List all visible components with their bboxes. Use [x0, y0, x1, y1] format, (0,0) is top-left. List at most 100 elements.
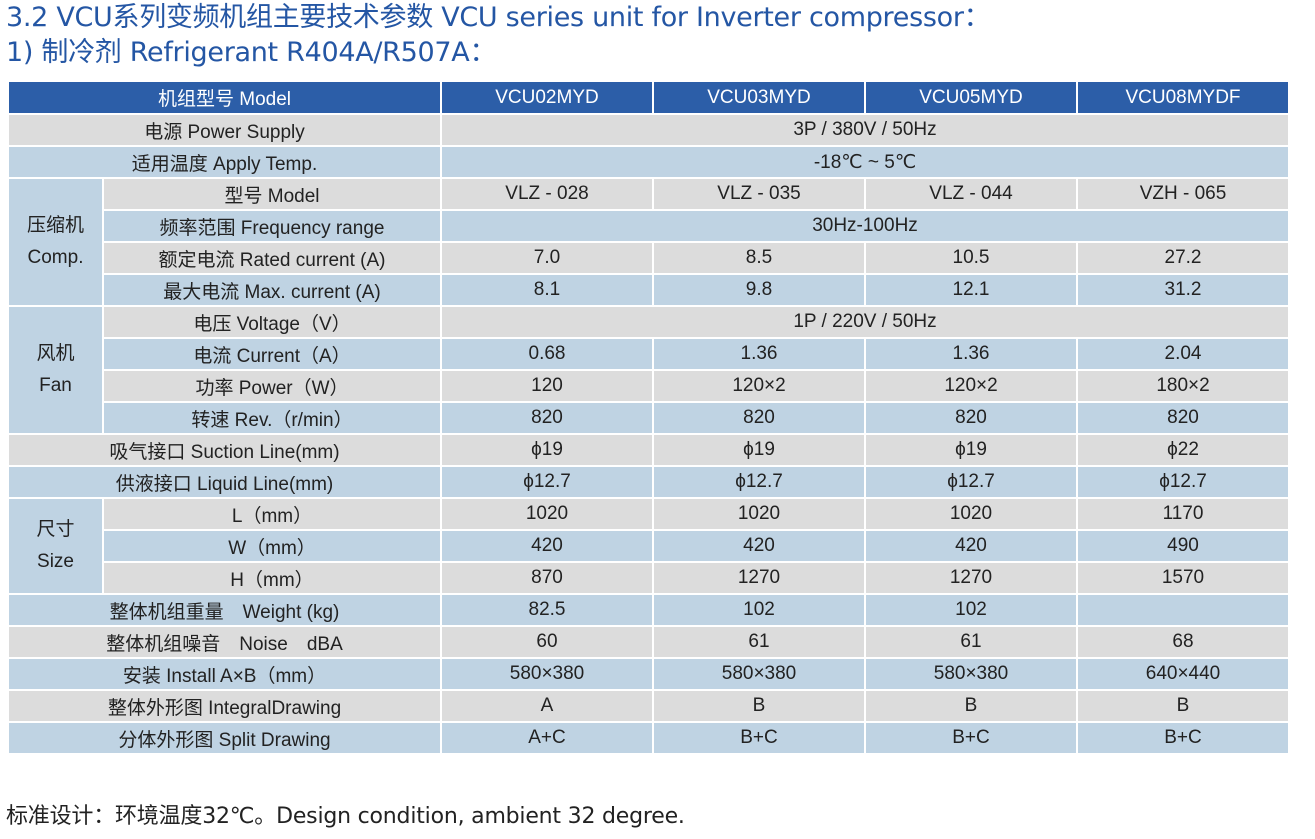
group-label-size: 尺寸 Size	[7, 497, 104, 595]
cell: B+C	[652, 721, 866, 755]
cell: 1570	[1076, 561, 1290, 595]
row-label: 型号 Model	[102, 177, 442, 211]
header-model-label: 机组型号 Model	[7, 80, 442, 115]
group-label-cn: 风机	[36, 343, 75, 364]
cell: 61	[652, 625, 866, 659]
table-row: 功率 Power（W） 120 120×2 120×2 180×2	[8, 369, 1290, 403]
cell: ϕ12.7	[652, 465, 866, 499]
cell: 82.5	[440, 593, 654, 627]
row-value: -18℃ ~ 5℃	[440, 145, 1290, 179]
group-label-compressor: 压缩机 Comp.	[7, 177, 104, 307]
cell: 420	[652, 529, 866, 563]
cell: 820	[1076, 401, 1290, 435]
cell: 580×380	[652, 657, 866, 691]
cell: ϕ12.7	[440, 465, 654, 499]
cell: 640×440	[1076, 657, 1290, 691]
cell: 1270	[652, 561, 866, 595]
cell: ϕ19	[440, 433, 654, 467]
cell: 8.1	[440, 273, 654, 307]
cell: B	[864, 689, 1078, 723]
cell: A	[440, 689, 654, 723]
table-row: 供液接口 Liquid Line(mm) ϕ12.7 ϕ12.7 ϕ12.7 ϕ…	[7, 465, 1290, 499]
table-header-row: 机组型号 Model VCU02MYD VCU03MYD VCU05MYD VC…	[7, 80, 1290, 115]
cell: 820	[864, 401, 1078, 435]
table-row: 压缩机 Comp. 型号 Model VLZ - 028 VLZ - 035 VL…	[7, 177, 1290, 307]
table-row: H（mm） 870 1270 1270 1570	[8, 561, 1290, 595]
table-row: 分体外形图 Split Drawing A+C B+C B+C B+C	[7, 721, 1290, 755]
cell: B	[1076, 689, 1290, 723]
row-label: 供液接口 Liquid Line(mm)	[7, 465, 442, 499]
cell: 580×380	[440, 657, 654, 691]
cell: 820	[652, 401, 866, 435]
row-label: 功率 Power（W）	[102, 369, 442, 403]
page-subtitle: 1) 制冷剂 Refrigerant R404A/R507A：	[6, 37, 497, 68]
header-model: VCU08MYDF	[1076, 80, 1290, 115]
row-label: 电源 Power Supply	[7, 113, 442, 147]
cell: 1.36	[652, 337, 866, 371]
table-row: 额定电流 Rated current (A) 7.0 8.5 10.5 27.2	[8, 241, 1290, 275]
header-model: VCU05MYD	[864, 80, 1078, 115]
row-label: 适用温度 Apply Temp.	[7, 145, 442, 179]
table-row: 尺寸 Size L（mm） 1020 1020 1020 1170	[7, 497, 1290, 595]
row-label: 整体机组重量 Weight (kg)	[7, 593, 442, 627]
cell: VLZ - 035	[652, 177, 866, 211]
cell: 580×380	[864, 657, 1078, 691]
row-label: W（mm）	[102, 529, 442, 563]
cell: 1020	[652, 497, 866, 531]
group-label-en: Size	[37, 551, 74, 572]
cell: VZH - 065	[1076, 177, 1290, 211]
table-row: 吸气接口 Suction Line(mm) ϕ19 ϕ19 ϕ19 ϕ22	[7, 433, 1290, 467]
row-label: 电压 Voltage（V）	[102, 305, 442, 339]
group-label-en: Comp.	[27, 247, 84, 268]
cell: 1020	[864, 497, 1078, 531]
cell: B	[652, 689, 866, 723]
cell: 1170	[1076, 497, 1290, 531]
table-row: 风机 Fan 电压 Voltage（V） 1P / 220V / 50Hz	[7, 305, 1290, 435]
group-label-fan: 风机 Fan	[7, 305, 104, 435]
cell: B+C	[864, 721, 1078, 755]
row-label: 最大电流 Max. current (A)	[102, 273, 442, 307]
design-note: 标准设计：环境温度32℃。Design condition, ambient 3…	[6, 804, 685, 829]
table-row: 安装 Install A×B（mm） 580×380 580×380 580×3…	[7, 657, 1290, 691]
cell: 8.5	[652, 241, 866, 275]
row-label: L（mm）	[102, 497, 442, 531]
cell: 420	[864, 529, 1078, 563]
cell: 120	[440, 369, 654, 403]
table-row: 整体机组重量 Weight (kg) 82.5 102 102	[7, 593, 1290, 627]
header-model: VCU02MYD	[440, 80, 654, 115]
page-title: 3.2 VCU系列变频机组主要技术参数 VCU series unit for …	[6, 2, 991, 33]
table-row: 电流 Current（A） 0.68 1.36 1.36 2.04	[8, 337, 1290, 371]
cell: VLZ - 044	[864, 177, 1078, 211]
table-row: 频率范围 Frequency range 30Hz-100Hz	[8, 209, 1290, 243]
cell: 102	[864, 593, 1078, 627]
cell: 820	[440, 401, 654, 435]
row-label: 转速 Rev.（r/min）	[102, 401, 442, 435]
row-label: 吸气接口 Suction Line(mm)	[7, 433, 442, 467]
table-row: 适用温度 Apply Temp. -18℃ ~ 5℃	[7, 145, 1290, 179]
table-row: 整体外形图 IntegralDrawing A B B B	[7, 689, 1290, 723]
cell: ϕ12.7	[1076, 465, 1290, 499]
cell: 120×2	[864, 369, 1078, 403]
cell: A+C	[440, 721, 654, 755]
row-label: H（mm）	[102, 561, 442, 595]
group-label-cn: 尺寸	[36, 519, 75, 540]
cell: ϕ19	[652, 433, 866, 467]
group-label-en: Fan	[39, 375, 72, 396]
row-label: 分体外形图 Split Drawing	[7, 721, 442, 755]
cell: 61	[864, 625, 1078, 659]
row-value: 3P / 380V / 50Hz	[440, 113, 1290, 147]
cell: 0.68	[440, 337, 654, 371]
cell: 31.2	[1076, 273, 1290, 307]
cell: 870	[440, 561, 654, 595]
cell: 60	[440, 625, 654, 659]
row-label: 整体机组噪音 Noise dBA	[7, 625, 442, 659]
cell: 68	[1076, 625, 1290, 659]
cell: 2.04	[1076, 337, 1290, 371]
cell	[1076, 593, 1290, 627]
group-label-cn: 压缩机	[26, 215, 84, 236]
table-row: 整体机组噪音 Noise dBA 60 61 61 68	[7, 625, 1290, 659]
cell: 102	[652, 593, 866, 627]
cell: 10.5	[864, 241, 1078, 275]
row-label: 整体外形图 IntegralDrawing	[7, 689, 442, 723]
row-label: 电流 Current（A）	[102, 337, 442, 371]
